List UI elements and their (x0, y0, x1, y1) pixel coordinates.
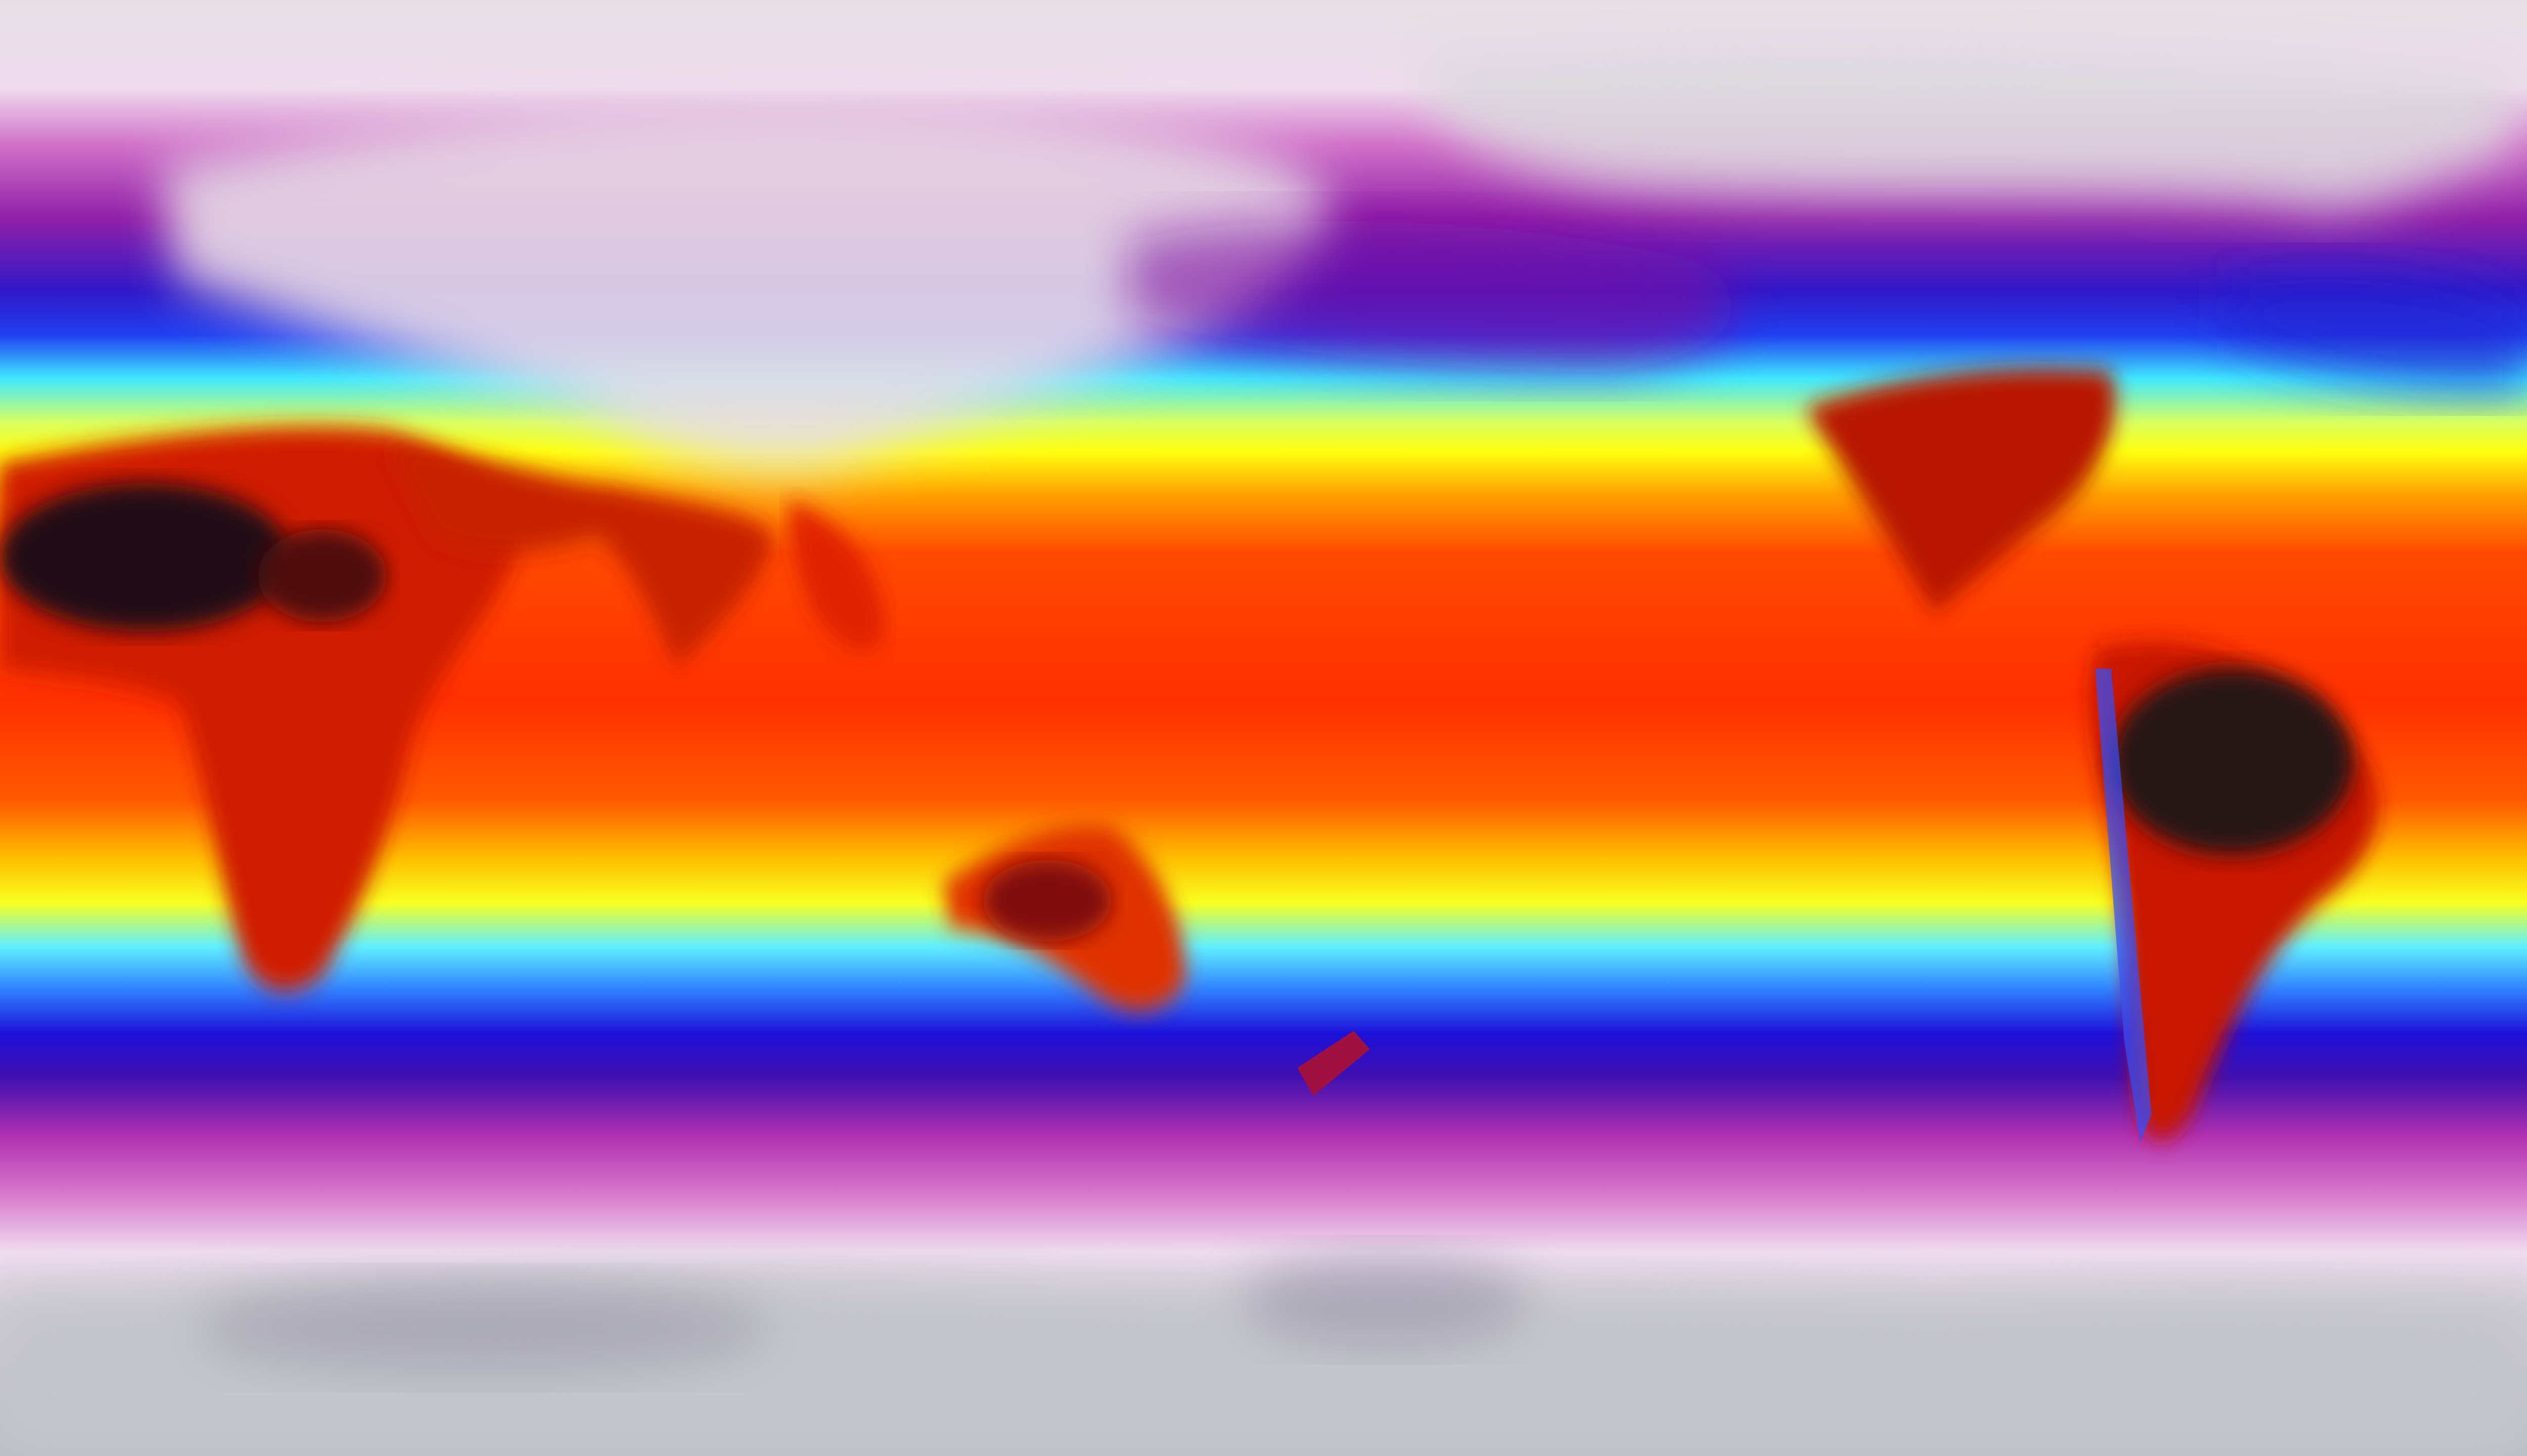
siberia-purple-band (1128, 221, 1737, 371)
australia-hot-core (983, 860, 1112, 942)
north-america-cold-region (1418, 43, 2514, 209)
eurasia-cold-region (161, 104, 1331, 471)
new-zealand (1297, 1030, 1370, 1096)
antarctic-low-pressure (193, 1281, 774, 1375)
north-atlantic-blue (2224, 271, 2527, 392)
southeast-asia (789, 501, 886, 652)
ross-sea-cold (1241, 1253, 1531, 1347)
east-africa-hot-core (258, 529, 387, 623)
arabia-india (387, 445, 774, 669)
andes-cold-strip (2095, 668, 2152, 1142)
central-north-america-warm (1805, 368, 2116, 613)
amazon-hot-core (2111, 668, 2353, 855)
sahara-hot-core (0, 483, 290, 632)
